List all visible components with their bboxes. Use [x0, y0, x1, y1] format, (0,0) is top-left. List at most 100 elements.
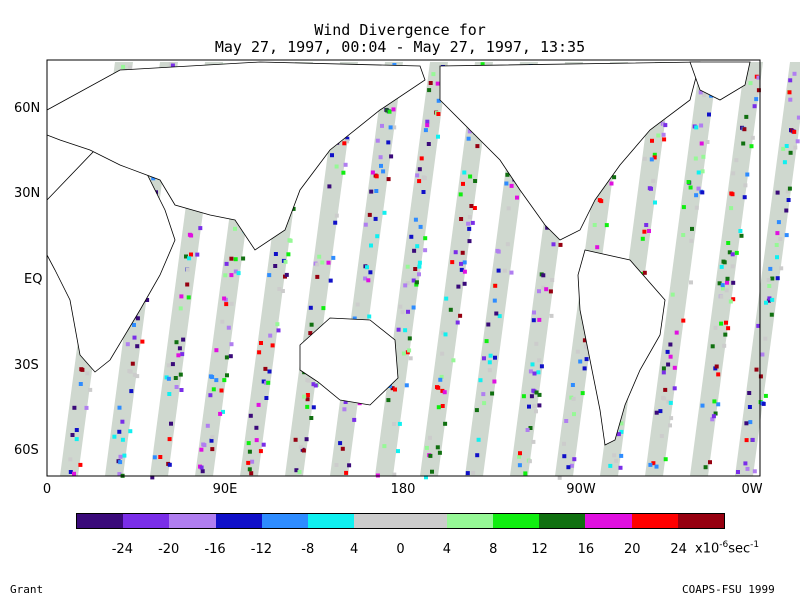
swath-speckle [392, 422, 396, 426]
swath-speckle [728, 299, 733, 304]
swath-speckle [174, 340, 179, 345]
colorbar-tick-label: 20 [624, 542, 641, 557]
swath-speckle [368, 270, 373, 275]
swath-speckle [221, 409, 225, 414]
swath-speckle [224, 261, 229, 266]
swath-speckle [294, 468, 299, 473]
swath-speckle [770, 276, 775, 281]
axis-frame [46, 59, 761, 477]
swath-speckle [417, 260, 422, 265]
swath-speckle [517, 463, 522, 468]
swath-speckle [135, 374, 140, 379]
swath-speckle [178, 306, 183, 311]
swath-speckle [705, 140, 710, 144]
swath-speckle [284, 272, 289, 277]
swath-speckle [275, 322, 280, 327]
swath-speckle [719, 321, 724, 326]
swath-speckle [756, 75, 761, 80]
swath-speckle [301, 448, 306, 453]
swath-speckle [619, 429, 624, 434]
swath-speckle [652, 155, 657, 160]
colorbar-tick-label: 0 [396, 542, 405, 557]
swath-speckle [407, 336, 412, 341]
swath-speckle [403, 328, 408, 333]
swath-speckle [486, 322, 491, 327]
swath-speckle [609, 181, 614, 186]
swath-speckle [453, 250, 458, 255]
swath-speckle [229, 273, 234, 278]
swath-speckle [273, 252, 278, 256]
swath-speckle [424, 445, 429, 450]
swath-speckle [557, 475, 562, 480]
swath-speckle [521, 394, 526, 399]
swath-speckle [166, 376, 171, 381]
swath-speckle [569, 395, 574, 400]
swath-speckle [440, 330, 445, 335]
north-america-landmass [439, 61, 701, 241]
swath-speckle [436, 134, 440, 139]
colorbar-tick-label: 4 [442, 542, 451, 557]
swath-speckle [352, 417, 357, 422]
swath-speckle [442, 390, 447, 395]
swath-speckle [200, 469, 205, 474]
swath-speckle [527, 459, 532, 464]
swath-speckle [185, 282, 190, 287]
swath-speckle [661, 132, 666, 137]
swath-speckle [654, 464, 659, 469]
swath-speckle [306, 378, 311, 383]
swath-speckle [170, 63, 175, 68]
swath-speckle [297, 470, 302, 474]
swath-speckle [793, 145, 798, 150]
australia-landmass [299, 317, 399, 406]
swath-speckle [681, 318, 686, 323]
swath-speckle [653, 200, 657, 205]
swath-speckle [712, 399, 717, 404]
swath-speckle [562, 454, 567, 459]
swath-speckle [795, 139, 800, 144]
swath-speckle [681, 205, 686, 210]
swath-speckle [214, 348, 219, 353]
swath-speckle [769, 312, 774, 317]
swath-speckle [168, 62, 173, 67]
swath-speckle [342, 141, 347, 146]
swath-speckle [550, 278, 555, 282]
swath-speckle [767, 284, 772, 288]
swath-speckle [130, 361, 135, 366]
swath-speckle [428, 453, 433, 458]
swath-speckle [644, 223, 649, 227]
swath-speckle [475, 144, 480, 149]
swath-speckle [487, 368, 492, 373]
swath-speckle [701, 154, 706, 159]
swath-speckle [389, 154, 394, 159]
swath-speckle [444, 296, 449, 301]
swath-speckle [366, 278, 371, 283]
swath-speckle [406, 309, 410, 314]
swath-speckle [135, 316, 140, 321]
swath-speckle [509, 270, 514, 275]
swath-speckle [492, 298, 497, 303]
greenland-landmass [689, 61, 751, 101]
swath-speckle [74, 428, 79, 432]
swath-speckle [320, 260, 325, 265]
swath-speckle [189, 252, 193, 257]
swath-speckle [340, 446, 345, 451]
swath-speckle [184, 254, 188, 259]
swath-speckle [648, 462, 653, 467]
swath-speckle [668, 354, 673, 359]
swath-speckle [478, 378, 483, 383]
swath-speckle [199, 465, 204, 470]
swath-speckle [443, 421, 448, 426]
swath-speckle [283, 259, 288, 264]
swath-speckle [756, 88, 761, 93]
swath-speckle [694, 205, 699, 210]
swath-speckle [415, 173, 420, 178]
map-title-line1: Wind Divergence for [314, 21, 486, 39]
swath-speckle [219, 388, 224, 393]
swath-speckle [505, 172, 510, 177]
swath-speckle [747, 391, 752, 395]
swath-speckle [717, 281, 722, 286]
swath-speckle [467, 226, 472, 231]
swath-speckle [417, 264, 422, 269]
colorbar-tick-label: -16 [204, 542, 226, 557]
swath-speckle [198, 226, 203, 231]
